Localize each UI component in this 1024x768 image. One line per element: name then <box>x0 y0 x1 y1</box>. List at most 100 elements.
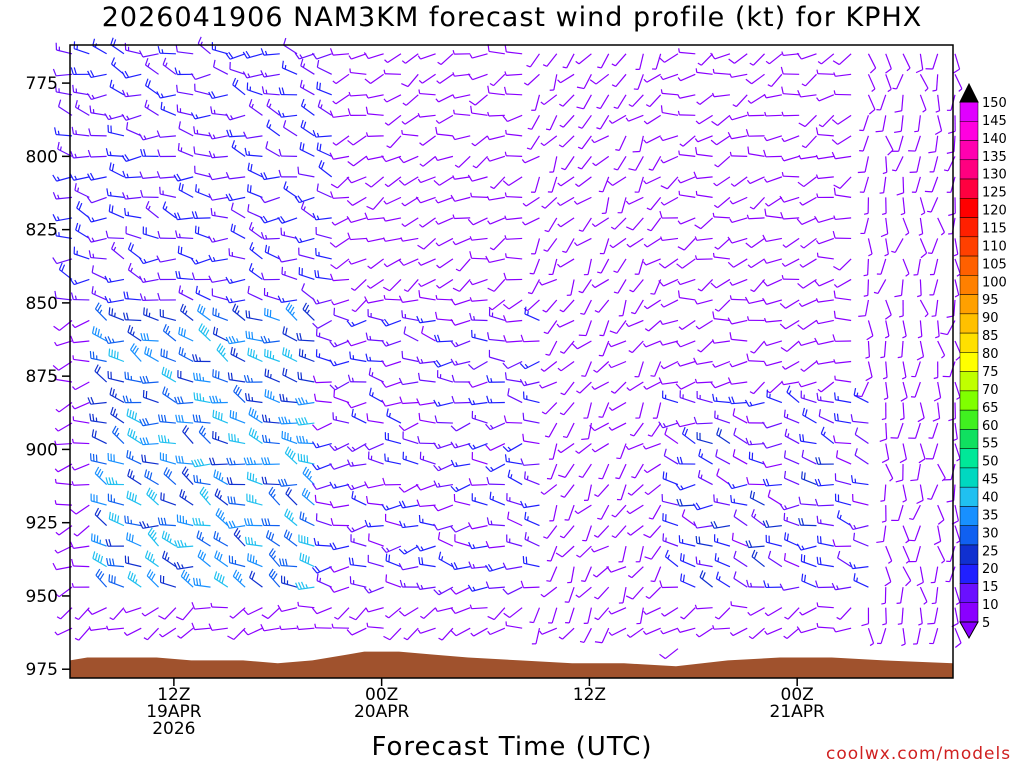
wind-barb <box>729 360 748 368</box>
wind-barb <box>94 302 108 321</box>
wind-barb <box>716 427 731 445</box>
wind-barb <box>694 299 713 305</box>
barb-staff <box>679 278 696 286</box>
barb-feather <box>853 388 857 396</box>
wind-barb <box>660 299 679 308</box>
barb-staff <box>419 114 436 118</box>
wind-barb <box>419 155 436 167</box>
wind-barb <box>349 351 367 363</box>
wind-barb <box>662 533 679 547</box>
barb-feather <box>69 541 75 549</box>
barb-staff <box>664 53 679 63</box>
barb-staff <box>454 176 471 180</box>
barb-feather <box>146 333 150 341</box>
barb-half-feather <box>435 242 440 247</box>
barb-half-feather <box>823 431 826 436</box>
wind-barb <box>94 364 108 383</box>
barb-feather <box>54 228 57 236</box>
barb-half-feather <box>527 536 530 541</box>
barb-half-feather <box>222 352 226 357</box>
wind-barb <box>348 53 367 60</box>
barb-feather <box>710 139 718 146</box>
barb-feather <box>124 207 127 216</box>
barb-feather <box>233 496 236 505</box>
barb-feather <box>418 290 421 298</box>
barb-staff <box>471 525 488 530</box>
wind-barb <box>386 135 402 149</box>
wind-barb <box>160 348 177 363</box>
barb-staff <box>766 360 783 367</box>
barb-staff <box>407 73 419 87</box>
wind-barb <box>710 520 731 529</box>
barb-staff <box>783 381 800 386</box>
wind-barb <box>124 555 142 568</box>
wind-barb <box>401 114 419 125</box>
wind-barb <box>732 408 748 424</box>
barb-staff <box>403 258 419 266</box>
barb-half-feather <box>212 257 216 262</box>
barb-feather <box>398 259 405 266</box>
wind-barb <box>487 217 506 225</box>
barb-staff <box>577 504 592 515</box>
barb-staff <box>493 279 506 292</box>
wind-barb <box>138 257 159 265</box>
barb-feather <box>96 468 102 476</box>
barb-staff <box>370 258 385 269</box>
wind-barb <box>294 397 315 406</box>
barb-feather <box>248 407 252 415</box>
wind-barb <box>471 135 488 147</box>
wind-barb <box>417 372 436 383</box>
wind-barb <box>89 105 107 116</box>
barb-half-feather <box>863 274 868 277</box>
wind-barb <box>259 196 280 204</box>
wind-barb <box>75 222 90 239</box>
wind-barb <box>226 477 246 486</box>
barb-feather <box>300 98 305 107</box>
barb-feather <box>267 457 271 465</box>
barb-feather <box>317 99 321 107</box>
wind-barb <box>524 306 540 322</box>
wind-barb <box>76 201 90 219</box>
barb-half-feather <box>615 477 620 480</box>
wind-barb <box>502 299 523 310</box>
barb-feather <box>779 323 786 330</box>
barb-staff <box>147 627 160 641</box>
barb-feather <box>524 306 527 315</box>
wind-barb <box>648 156 662 171</box>
barb-half-feather <box>815 174 819 179</box>
barb-staff <box>74 319 90 329</box>
barb-feather <box>277 216 283 224</box>
wind-barb <box>190 257 211 265</box>
barb-feather <box>693 171 698 179</box>
wind-barb <box>729 196 748 205</box>
barb-feather <box>746 579 750 588</box>
barb-feather <box>160 348 163 356</box>
wind-barb <box>174 396 194 405</box>
wind-barb <box>598 463 610 480</box>
wind-barb <box>433 399 454 407</box>
wind-barb <box>452 94 471 99</box>
wind-barb <box>598 402 610 418</box>
barb-half-feather <box>455 443 459 448</box>
barb-half-feather <box>596 106 601 110</box>
wind-barb <box>867 53 877 74</box>
wind-barb <box>316 59 332 75</box>
barb-feather <box>123 312 126 320</box>
wind-barb <box>832 435 852 445</box>
barb-feather <box>126 449 129 458</box>
wind-barb <box>783 627 800 640</box>
barb-feather <box>662 533 665 541</box>
barb-staff <box>713 340 731 344</box>
barb-half-feather <box>126 194 129 199</box>
wind-barb <box>450 562 471 571</box>
barb-half-feather <box>403 637 408 641</box>
wind-barb <box>583 402 592 419</box>
barb-staff <box>350 217 367 223</box>
wind-barb <box>660 73 679 81</box>
barb-staff <box>534 238 541 255</box>
barb-feather <box>628 168 636 171</box>
barb-feather <box>229 129 233 137</box>
barb-feather <box>346 526 353 533</box>
wind-barb <box>248 263 263 280</box>
barb-staff <box>802 196 817 206</box>
